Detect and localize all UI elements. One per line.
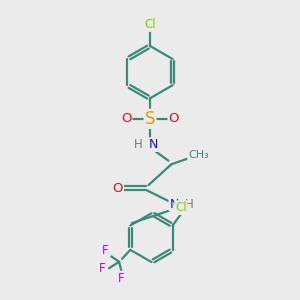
Text: S: S [145, 110, 155, 128]
Text: F: F [99, 262, 106, 275]
Text: F: F [118, 272, 125, 285]
Text: F: F [102, 244, 109, 257]
Text: N: N [148, 138, 158, 151]
Text: O: O [169, 112, 179, 125]
Text: Cl: Cl [144, 18, 156, 31]
Text: O: O [113, 182, 123, 194]
Text: N: N [169, 198, 179, 211]
Text: H: H [185, 198, 194, 211]
Text: H: H [134, 138, 143, 151]
Text: Cl: Cl [175, 201, 187, 214]
Text: CH₃: CH₃ [188, 150, 209, 160]
Text: O: O [121, 112, 131, 125]
